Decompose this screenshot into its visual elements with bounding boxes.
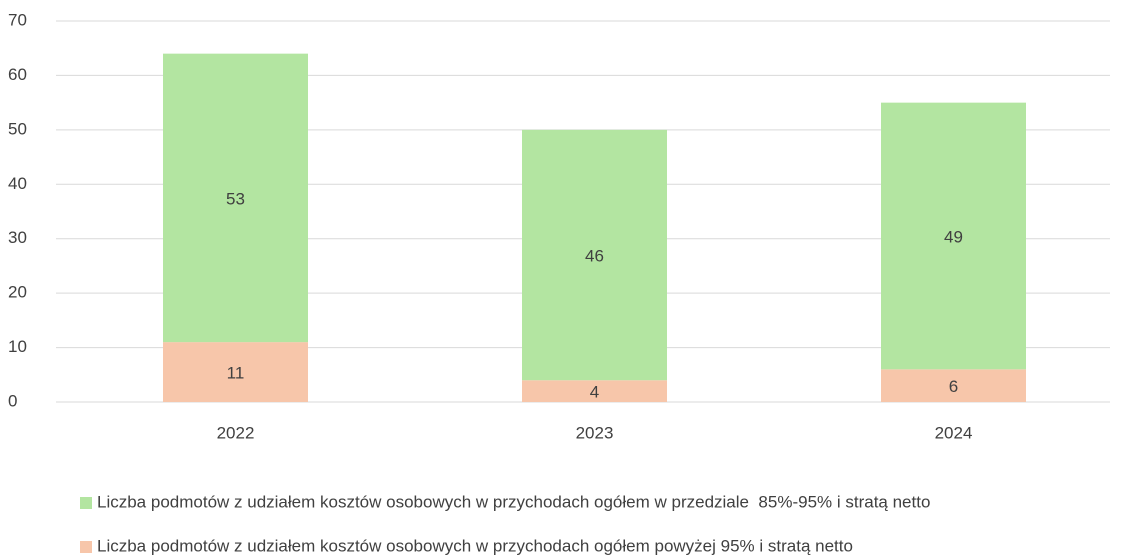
data-label: 11 [227, 364, 245, 383]
x-tick-label: 2023 [576, 423, 614, 442]
data-label: 49 [944, 227, 963, 246]
y-tick-label: 70 [8, 10, 27, 29]
bar-segment [881, 369, 1026, 402]
legend-swatch [80, 497, 92, 509]
data-label: 53 [226, 189, 245, 208]
data-label: 4 [590, 383, 599, 402]
y-tick-label: 40 [8, 174, 27, 193]
data-label: 46 [585, 247, 604, 266]
x-tick-label: 2024 [935, 423, 973, 442]
y-tick-label: 30 [8, 228, 27, 247]
y-tick-label: 10 [8, 337, 27, 356]
data-label: 6 [949, 377, 958, 396]
legend-swatch [80, 541, 92, 553]
x-tick-label: 2022 [217, 423, 255, 442]
bar-segment [163, 53, 308, 343]
legend-label: Liczba podmotów z udziałem kosztów osobo… [97, 492, 930, 511]
y-tick-label: 60 [8, 65, 27, 84]
y-tick-label: 50 [8, 119, 27, 138]
bar-segment [522, 380, 667, 402]
bar-segment [163, 342, 308, 402]
legend-label: Liczba podmotów z udziałem kosztów osobo… [97, 536, 853, 555]
y-tick-label: 0 [8, 391, 17, 410]
bar-segment [881, 102, 1026, 370]
y-tick-label: 20 [8, 283, 27, 302]
bar-segment [522, 129, 667, 381]
